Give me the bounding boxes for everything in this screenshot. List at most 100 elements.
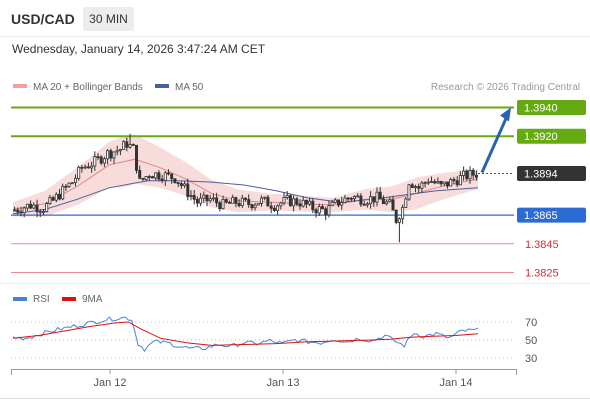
resistance-label: 1.3920 <box>524 131 558 143</box>
time-tick-label: Jan 14 <box>439 377 472 389</box>
datetime-label: Wednesday, January 14, 2026 3:47:24 AM C… <box>12 42 266 56</box>
candle-body <box>86 166 90 169</box>
candle-body <box>122 141 126 150</box>
candle-body <box>240 197 244 206</box>
candle-body <box>372 196 376 203</box>
candle-body <box>420 182 424 189</box>
candle-body <box>234 197 238 204</box>
candle-body <box>272 207 276 211</box>
candle-body <box>308 200 312 205</box>
candle-body <box>13 209 17 212</box>
candle-body <box>131 143 135 146</box>
candle-body <box>224 198 228 203</box>
candle-body <box>407 184 411 200</box>
candle-body <box>150 176 154 179</box>
candle-body <box>189 195 193 197</box>
candle-body <box>292 198 296 207</box>
candle-body <box>218 202 222 210</box>
pivot-box <box>517 207 586 223</box>
candle-body <box>170 173 174 180</box>
candle-body <box>70 182 74 185</box>
candle-body <box>369 196 373 205</box>
candle-body <box>340 202 344 206</box>
candle-body <box>336 199 340 206</box>
candle-body <box>343 197 347 203</box>
current-price-box <box>517 166 586 181</box>
candle-body <box>166 172 170 175</box>
candle-body <box>474 174 478 178</box>
resistance-label: 1.3940 <box>524 103 558 115</box>
rsi-line <box>12 316 479 353</box>
timeframe-badge[interactable] <box>83 7 134 31</box>
candle-body <box>269 205 273 209</box>
candle-body <box>317 206 321 214</box>
rsi-ma-legend-swatch <box>62 297 76 301</box>
candle-body <box>436 180 440 184</box>
candle-body <box>208 198 212 202</box>
candle-body <box>401 207 405 220</box>
candle-body <box>243 197 247 200</box>
candle-body <box>102 158 106 164</box>
candle-body <box>465 170 469 180</box>
pivot-label: 1.3865 <box>524 210 558 222</box>
candle-body <box>67 182 71 187</box>
candle-body <box>221 198 225 210</box>
candle-body <box>356 195 360 198</box>
candle-body <box>215 197 219 204</box>
candle-body <box>38 211 42 214</box>
candle-body <box>327 205 331 216</box>
candle-body <box>442 181 446 185</box>
candle-body <box>77 166 81 179</box>
rsi-legend-swatch <box>13 297 27 301</box>
candle-body <box>163 172 167 181</box>
candle-body <box>22 207 26 214</box>
rsi-tick-label: 30 <box>525 353 537 365</box>
candle-body <box>378 191 382 200</box>
candle-body <box>93 156 97 167</box>
candle-body <box>404 198 408 208</box>
candle-body <box>346 197 350 200</box>
candle-body <box>42 211 46 213</box>
candle-body <box>330 201 334 207</box>
candle-body <box>157 172 161 180</box>
candle-body <box>61 185 65 200</box>
candle-body <box>259 197 263 204</box>
moving-averages <box>12 158 479 215</box>
candle-body <box>54 193 58 201</box>
time-axis-line <box>11 369 517 370</box>
candle-body <box>279 202 283 207</box>
research-credit: Research © 2026 Trading Central <box>431 82 580 93</box>
candle-body <box>359 195 363 205</box>
candle-body <box>74 177 78 184</box>
candle-body <box>118 149 122 152</box>
bollinger-band <box>13 134 478 217</box>
candle-body <box>429 181 433 183</box>
candle-body <box>256 202 260 206</box>
candle-body <box>134 144 138 171</box>
resistance-box <box>517 100 586 115</box>
candle-body <box>452 179 456 182</box>
candle-body <box>349 197 353 200</box>
candle-body <box>324 208 328 216</box>
candle-body <box>391 199 395 211</box>
header-divider <box>0 36 590 37</box>
candle-body <box>176 182 180 185</box>
candle-body <box>112 151 116 159</box>
candle-body <box>247 199 251 205</box>
candle-body <box>381 198 385 205</box>
candle-body <box>288 195 292 207</box>
level-labels: 1.3940 1.3920 1.3894 1.3865 1.3845 1.3825 <box>517 100 586 280</box>
resistance-box <box>517 128 586 144</box>
ma50-legend-label: MA 50 <box>175 82 204 93</box>
projection-arrow <box>480 107 511 174</box>
candle-body <box>468 169 472 180</box>
rsi-tick-label: 50 <box>525 335 537 347</box>
candle-body <box>154 172 158 179</box>
ma20-legend-swatch <box>13 84 27 88</box>
candle-body <box>128 143 132 148</box>
candle-body <box>433 181 437 184</box>
candle-body <box>19 211 23 214</box>
candle-body <box>385 201 389 205</box>
candle-body <box>25 203 29 209</box>
candle-body <box>199 197 203 204</box>
